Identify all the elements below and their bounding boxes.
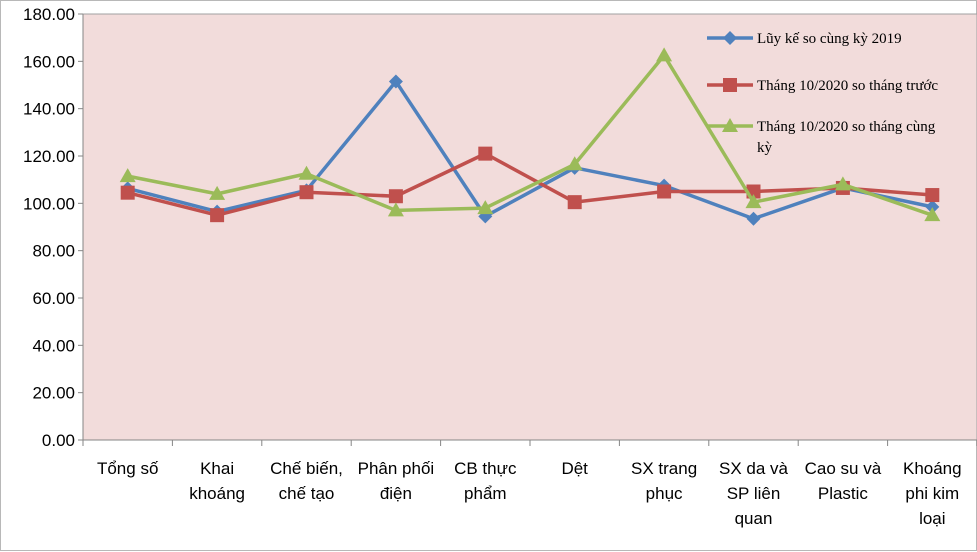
x-axis: Tổng số Khai khoáng Chế biến, chế tạo Phân ph… bbox=[82, 439, 977, 528]
x-category-label: khoáng bbox=[189, 484, 245, 503]
x-category-label: chế tạo bbox=[279, 484, 335, 503]
y-tick-label: 100.00 bbox=[23, 194, 75, 213]
data-point bbox=[656, 47, 673, 62]
plot-area bbox=[82, 13, 977, 441]
data-point bbox=[834, 176, 851, 191]
x-category-label: CB thực bbox=[454, 459, 517, 478]
x-category-label: phẩm bbox=[464, 484, 507, 503]
x-category-label: SX trang bbox=[631, 459, 697, 478]
legend-item: Lũy kế so cùng kỳ 2019 bbox=[707, 31, 902, 47]
data-point bbox=[210, 208, 225, 223]
legend-item: Tháng 10/2020 so tháng trước bbox=[707, 78, 938, 94]
data-point bbox=[209, 185, 226, 200]
data-point bbox=[657, 184, 672, 199]
x-category-label: Cao su và bbox=[805, 459, 882, 478]
data-point bbox=[120, 185, 135, 200]
x-category-label: Plastic bbox=[818, 484, 869, 503]
legend-label: kỳ bbox=[757, 140, 773, 156]
y-tick-label: 20.00 bbox=[32, 384, 75, 403]
data-point bbox=[298, 165, 315, 180]
y-tick-label: 140.00 bbox=[23, 100, 75, 119]
y-tick-label: 60.00 bbox=[32, 289, 75, 308]
y-tick-label: 180.00 bbox=[23, 5, 75, 24]
data-point bbox=[567, 195, 582, 210]
series-2 bbox=[120, 146, 940, 223]
data-point bbox=[925, 188, 940, 203]
x-category-label: loại bbox=[919, 509, 945, 528]
x-category-label: quan bbox=[735, 509, 773, 528]
y-tick-label: 40.00 bbox=[32, 336, 75, 355]
legend-item: Tháng 10/2020 so tháng cùng kỳ bbox=[707, 118, 936, 156]
x-category-label: điện bbox=[380, 484, 412, 503]
data-point bbox=[388, 74, 403, 89]
x-category-label: Dệt bbox=[561, 459, 588, 478]
y-axis: 0.00 20.00 40.00 60.00 80.00 100.00 120.00 140.… bbox=[23, 5, 84, 450]
legend-swatch-marker bbox=[722, 118, 738, 132]
x-category-label: Khai bbox=[200, 459, 234, 478]
legend-label: Lũy kế so cùng kỳ 2019 bbox=[757, 31, 902, 47]
legend-label: Tháng 10/2020 so tháng trước bbox=[757, 78, 938, 94]
data-point bbox=[746, 211, 761, 226]
legend-label: Tháng 10/2020 so tháng cùng bbox=[757, 119, 936, 135]
x-category-label: Chế biến, bbox=[270, 459, 343, 478]
y-tick-label: 120.00 bbox=[23, 147, 75, 166]
legend-swatch-marker bbox=[723, 78, 737, 92]
x-category-label: SX da và bbox=[719, 459, 789, 478]
y-tick-label: 160.00 bbox=[23, 52, 75, 71]
x-category-label: Phân phối bbox=[358, 459, 435, 478]
data-point bbox=[119, 168, 136, 183]
data-point bbox=[745, 194, 762, 209]
data-point bbox=[387, 202, 404, 217]
y-tick-label: 80.00 bbox=[32, 242, 75, 261]
x-category-label: phục bbox=[646, 484, 683, 503]
series-layer bbox=[119, 47, 941, 226]
data-point bbox=[299, 185, 314, 200]
series-line bbox=[127, 53, 933, 217]
series-line bbox=[127, 151, 933, 217]
data-point bbox=[566, 156, 583, 171]
data-point bbox=[478, 146, 493, 161]
data-point bbox=[924, 207, 941, 222]
data-point bbox=[925, 199, 940, 214]
series-3 bbox=[119, 47, 941, 222]
x-category-label: phi kim bbox=[905, 484, 959, 503]
x-category-label: SP liên bbox=[727, 484, 781, 503]
legend-swatch-marker bbox=[723, 31, 737, 45]
y-tick-label: 0.00 bbox=[42, 431, 75, 450]
data-point bbox=[477, 200, 494, 215]
legend: Lũy kế so cùng kỳ 2019 Tháng 10/2020 so t… bbox=[707, 31, 938, 156]
x-category-label: Khoáng bbox=[903, 459, 962, 478]
data-point bbox=[388, 189, 403, 204]
series-line bbox=[127, 79, 933, 221]
x-category-label: Tổng số bbox=[97, 459, 159, 478]
